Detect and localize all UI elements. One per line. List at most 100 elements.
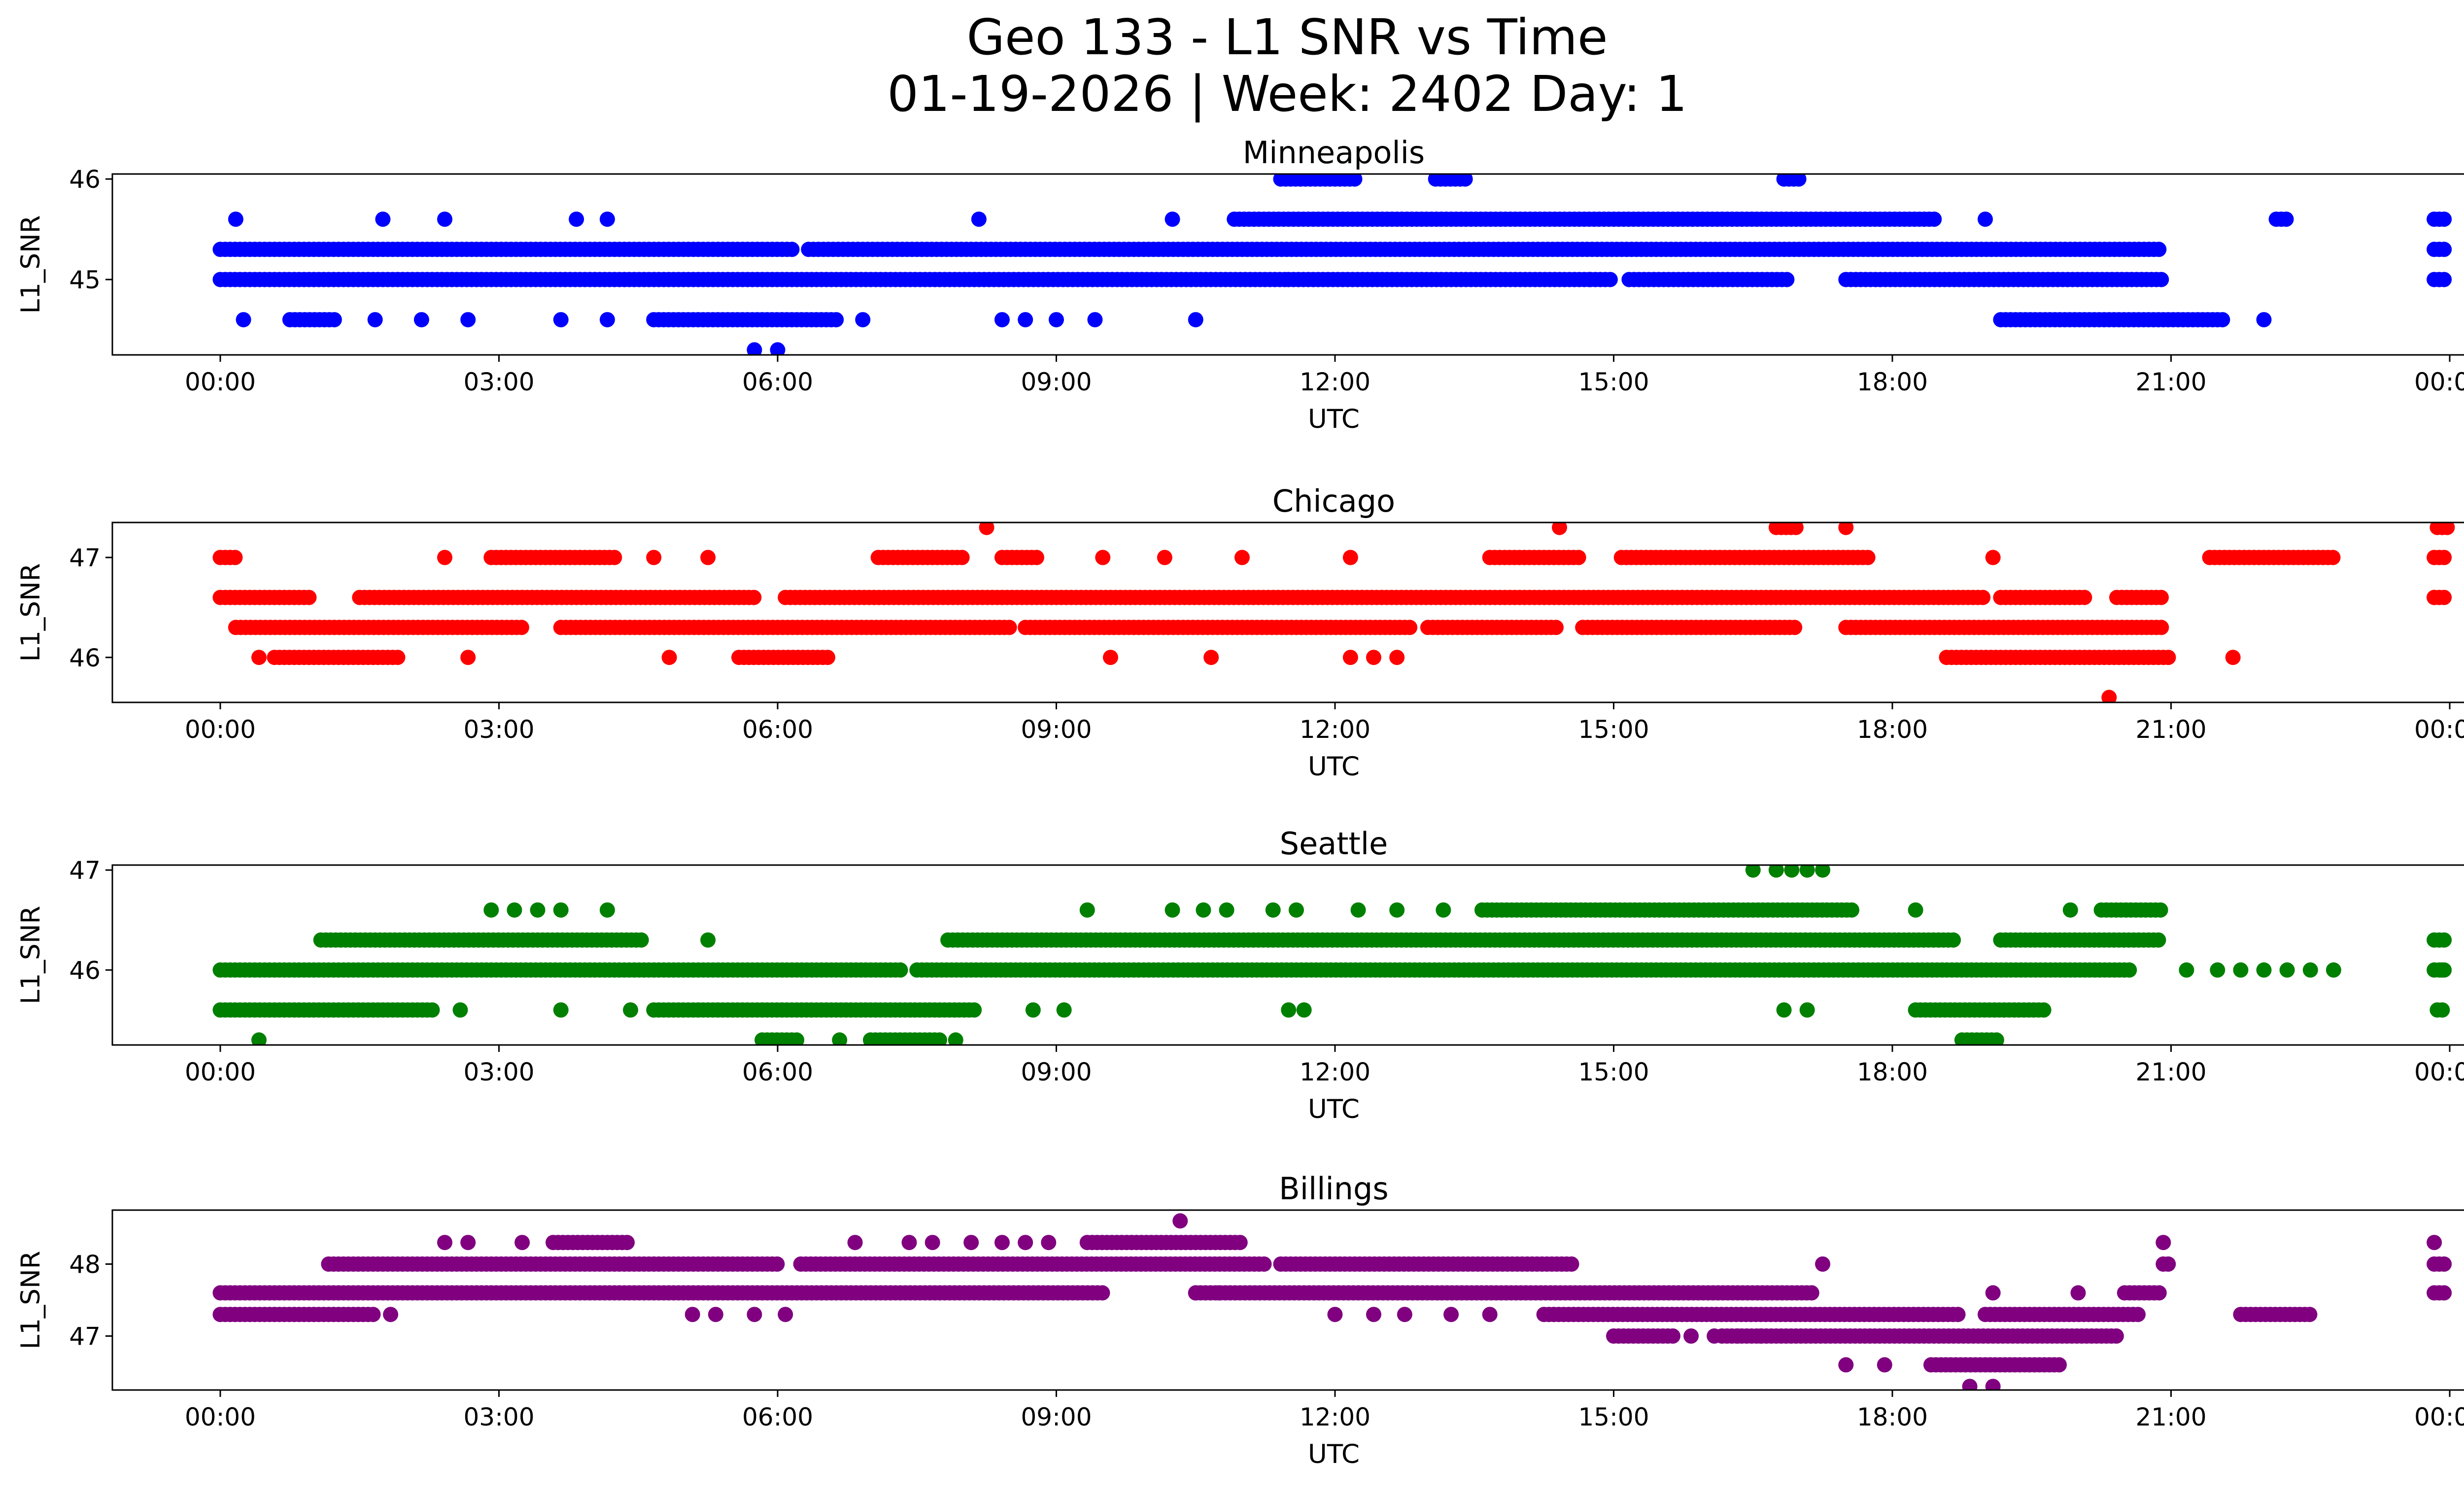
subplot-title: Seattle <box>1280 826 1388 862</box>
data-point <box>789 1032 805 1045</box>
data-point <box>1265 902 1281 918</box>
data-point <box>1366 650 1381 665</box>
data-point <box>2122 962 2137 978</box>
subplot-title: Billings <box>1279 1171 1388 1207</box>
data-point <box>1457 174 1473 187</box>
data-point <box>413 312 429 328</box>
data-point <box>994 312 1010 328</box>
data-point <box>1029 550 1044 565</box>
data-point <box>227 550 243 565</box>
data-point <box>1087 312 1103 328</box>
data-point <box>1289 902 1304 918</box>
y-axis-label: L1_SNR <box>16 1251 46 1350</box>
x-tick-label: 18:00 <box>1857 1058 1928 1086</box>
x-tick-label: 21:00 <box>2135 715 2206 744</box>
x-tick-label: 12:00 <box>1300 715 1370 744</box>
x-tick-label: 00:00 <box>2414 1403 2464 1431</box>
data-point <box>1436 902 1451 918</box>
data-point <box>2436 242 2452 257</box>
data-point <box>383 1307 399 1322</box>
data-point <box>460 1235 476 1251</box>
x-tick-label: 06:00 <box>742 1058 813 1086</box>
data-point <box>2256 962 2272 978</box>
data-point <box>1745 865 1761 878</box>
data-point <box>2302 1307 2318 1322</box>
data-point <box>607 550 622 565</box>
data-point <box>2151 1285 2167 1301</box>
data-point <box>1844 902 1859 918</box>
data-point <box>460 312 476 328</box>
data-point <box>1079 902 1095 918</box>
data-point <box>892 962 908 978</box>
data-point <box>1256 1256 1272 1272</box>
data-point <box>966 1002 982 1018</box>
scatter-points <box>212 522 2455 702</box>
data-point <box>2154 620 2169 635</box>
data-point <box>365 1307 381 1322</box>
y-tick-label: 48 <box>69 1251 101 1279</box>
data-point <box>1776 1002 1792 1018</box>
data-point <box>599 902 615 918</box>
data-point <box>2256 312 2272 328</box>
data-point <box>514 1235 530 1251</box>
data-point <box>1095 550 1111 565</box>
data-point <box>1157 550 1172 565</box>
scatter-points <box>212 865 2452 1045</box>
data-point <box>2160 650 2176 665</box>
data-point <box>623 1002 638 1018</box>
x-tick-label: 00:00 <box>2414 1058 2464 1086</box>
x-tick-label: 00:00 <box>2414 715 2464 744</box>
data-point <box>2436 1285 2452 1301</box>
x-axis-label: UTC <box>1308 1439 1360 1469</box>
data-point <box>1548 620 1564 635</box>
subplot-minneapolis: Minneapolis 00:00 03:00 06:00 09:00 12:00 15:0… <box>16 135 2464 434</box>
data-point <box>2036 1002 2052 1018</box>
data-point <box>251 650 267 665</box>
data-point <box>1799 865 1815 878</box>
x-tick-label: 09:00 <box>1021 368 1092 396</box>
data-point <box>2215 312 2230 328</box>
x-axis-label: UTC <box>1308 1094 1360 1124</box>
axes-frame <box>111 864 2464 1046</box>
data-point <box>1056 1002 1072 1018</box>
data-point <box>452 1002 468 1018</box>
data-point <box>2151 932 2166 948</box>
axes-frame <box>111 522 2464 703</box>
data-point <box>2436 211 2452 227</box>
subplot-title: Chicago <box>1272 483 1395 519</box>
data-point <box>2436 1256 2452 1272</box>
data-point <box>963 1235 979 1251</box>
data-point <box>1838 1357 1854 1373</box>
x-tick-label: 09:00 <box>1021 1403 1092 1431</box>
y-tick-label: 45 <box>69 266 101 294</box>
data-point <box>2427 1235 2442 1251</box>
data-point <box>2302 962 2318 978</box>
data-point <box>1985 1379 2001 1390</box>
data-point <box>507 902 522 918</box>
data-point <box>1342 650 1358 665</box>
x-tick-label: 12:00 <box>1300 1403 1370 1431</box>
data-point <box>684 1307 700 1322</box>
data-point <box>954 550 970 565</box>
data-point <box>832 1032 848 1045</box>
data-point <box>2156 1235 2171 1251</box>
data-point <box>569 211 584 227</box>
y-tick-label: 47 <box>69 544 101 572</box>
data-point <box>994 1235 1010 1251</box>
data-point <box>1389 650 1405 665</box>
data-point <box>1296 1002 1312 1018</box>
subplot-billings: Billings 00:00 03:00 06:00 09:00 12:00 15:00 18… <box>16 1171 2464 1469</box>
data-point <box>2427 590 2442 605</box>
data-point <box>820 650 835 665</box>
data-point <box>424 1002 440 1018</box>
data-point <box>2225 650 2241 665</box>
x-tick-label: 03:00 <box>463 715 534 744</box>
y-axis-label: L1_SNR <box>16 215 46 314</box>
data-point <box>1041 1235 1057 1251</box>
data-point <box>1787 620 1803 635</box>
data-point <box>236 312 251 328</box>
data-point <box>1552 522 1567 535</box>
x-tick-label: 21:00 <box>2135 1058 2206 1086</box>
data-point <box>2439 522 2455 535</box>
